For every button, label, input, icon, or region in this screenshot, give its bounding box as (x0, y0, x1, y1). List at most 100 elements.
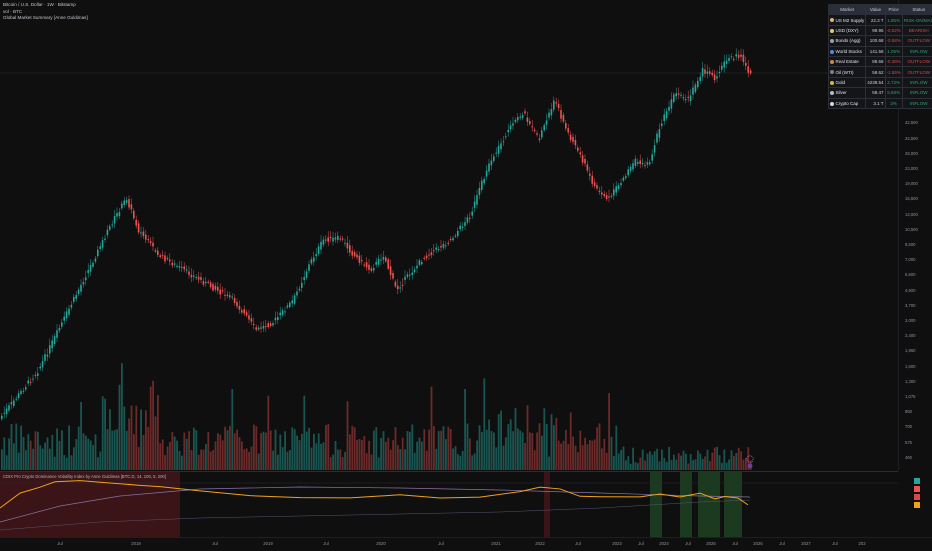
candle-body (599, 191, 601, 192)
volume-bar (210, 452, 212, 470)
price-chart[interactable] (0, 0, 898, 471)
market-name: US M2 Supply (829, 15, 866, 25)
volume-bar (589, 440, 591, 470)
volume-bar (560, 444, 562, 470)
volume-bar (359, 439, 361, 470)
volume-bar (18, 453, 20, 470)
volume-bar (683, 451, 685, 470)
market-name: Bonds (Agg) (829, 36, 866, 46)
candle-body (241, 310, 243, 312)
price-tick: 19,000 (905, 181, 918, 186)
volume-bar (704, 456, 706, 470)
volume-bar (711, 453, 713, 470)
column-header-value: Value (866, 5, 885, 15)
volume-bar (80, 402, 82, 470)
candle-body (181, 267, 183, 268)
volume-bar (695, 459, 697, 470)
candle-body (479, 188, 481, 195)
candle-body (395, 282, 397, 287)
volume-bar (738, 448, 740, 470)
candle-body (618, 185, 620, 189)
indicator-title[interactable]: CDIX Pro Crypto Dominance Volatility Ind… (3, 474, 166, 479)
candle-body (359, 256, 361, 263)
candle-body (215, 286, 217, 290)
time-tick: Jul (779, 541, 785, 546)
volume-bar (584, 438, 586, 470)
candle-body (195, 277, 197, 278)
market-change: -0.38% (885, 56, 902, 66)
volume-study-label[interactable]: vol · BTC (3, 9, 88, 16)
volume-bar (126, 431, 128, 470)
candle-body (116, 213, 118, 217)
time-tick: 2026 (753, 541, 763, 546)
volume-bar (495, 447, 497, 470)
volume-bar (443, 426, 445, 470)
market-change: 5.58% (885, 88, 902, 98)
volume-bar (325, 425, 327, 470)
volume-bar (483, 378, 485, 470)
volume-bar (534, 450, 536, 470)
volume-bar (416, 442, 418, 470)
candle-body (318, 246, 320, 253)
candle-body (431, 252, 433, 255)
candle-body (541, 130, 543, 137)
volume-bar (524, 443, 526, 470)
candle-body (654, 145, 656, 152)
volume-bar (735, 453, 737, 470)
volume-bar (251, 447, 253, 470)
volume-bar (488, 420, 490, 470)
candle-body (119, 212, 121, 216)
volume-bar (572, 436, 574, 470)
volume-bar (351, 426, 353, 470)
volume-bar (733, 456, 735, 470)
volume-bar (200, 450, 202, 470)
volume-bar (239, 437, 241, 470)
candle-body (635, 159, 637, 166)
volume-bar (152, 381, 154, 470)
market-name: USD (DXY) (829, 25, 866, 35)
price-tick: 4,600 (905, 288, 915, 293)
candle-body (296, 292, 298, 296)
volume-bar (709, 461, 711, 470)
symbol-title[interactable]: Bitcoin / U.S. Dollar · 1W · Bitstamp (3, 2, 88, 9)
candle-body (320, 242, 322, 250)
candle-body (589, 174, 591, 176)
volume-bar (565, 430, 567, 470)
volume-bar (596, 427, 598, 470)
candle-body (30, 382, 32, 383)
candle-body (414, 269, 416, 272)
volume-bar (260, 433, 262, 470)
candle-body (575, 140, 577, 145)
volume-bar (529, 432, 531, 470)
volume-bar (198, 455, 200, 470)
candle-body (49, 345, 51, 353)
dominance-volatility-pane[interactable] (0, 471, 898, 538)
candle-body (61, 322, 63, 326)
candle-body (421, 262, 423, 264)
volume-histogram (1, 363, 752, 470)
volume-bar (255, 426, 257, 470)
rocket-icon (830, 102, 834, 106)
gold-icon (830, 81, 834, 85)
volume-bar (387, 438, 389, 470)
volume-bar (459, 456, 461, 470)
volume-bar (145, 410, 147, 470)
candle-body (623, 178, 625, 181)
summary-study-label[interactable]: Global Market Summary [Anne Guldimas] (3, 15, 88, 22)
candle-body (445, 245, 447, 246)
volume-bar (253, 425, 255, 470)
volume-bar (258, 454, 260, 470)
volume-bar (95, 434, 97, 470)
volume-bar (373, 430, 375, 470)
candle-body (11, 402, 13, 404)
candle-body (27, 381, 29, 384)
candle-body (385, 257, 387, 261)
candle-body (716, 76, 718, 78)
candle-body (56, 330, 58, 338)
candle-body (47, 355, 49, 357)
candle-body (572, 137, 574, 142)
price-tick: 1,075 (905, 394, 915, 399)
volume-bar (445, 439, 447, 470)
